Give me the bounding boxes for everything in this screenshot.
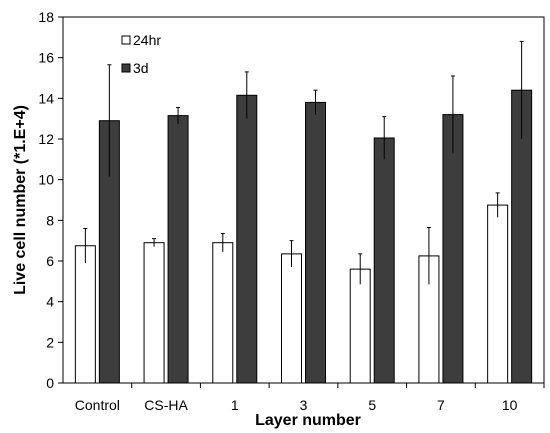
x-tick-label: 1 bbox=[231, 397, 239, 413]
x-tick-label: Control bbox=[75, 397, 120, 413]
y-tick-label: 16 bbox=[38, 50, 54, 66]
bar-3d bbox=[305, 101, 326, 384]
y-tick-label: 10 bbox=[38, 172, 54, 188]
y-tick-label: 8 bbox=[46, 212, 54, 228]
bar-24hr bbox=[143, 242, 165, 384]
bar-24hr bbox=[349, 268, 371, 384]
y-tick-label: 2 bbox=[46, 334, 54, 350]
bar-24hr bbox=[487, 204, 509, 384]
y-tick-label: 0 bbox=[46, 375, 54, 391]
bar-3d bbox=[373, 137, 395, 384]
bar-3d bbox=[442, 114, 464, 384]
x-tick-label: 10 bbox=[502, 397, 518, 413]
legend: 24hr 3d bbox=[121, 32, 161, 76]
bar-3d bbox=[167, 115, 189, 384]
y-tick-label: 18 bbox=[38, 9, 54, 25]
legend-label: 3d bbox=[133, 60, 149, 76]
x-tick-label: 3 bbox=[300, 397, 308, 413]
x-tick-label: CS-HA bbox=[144, 397, 188, 413]
legend-label: 24hr bbox=[133, 32, 161, 48]
plot-frame bbox=[62, 16, 545, 384]
legend-swatch bbox=[121, 63, 131, 73]
x-axis-title: Layer number bbox=[255, 412, 361, 429]
y-tick-label: 4 bbox=[46, 294, 54, 310]
x-tick-label: 7 bbox=[437, 397, 445, 413]
y-axis-title: Live cell number (*1.E+4) bbox=[12, 105, 29, 295]
y-axis: 0 2 4 6 8 10 12 14 16 18 bbox=[38, 9, 63, 391]
y-tick-label: 14 bbox=[38, 90, 54, 106]
plot-area bbox=[62, 16, 545, 384]
y-tick-label: 6 bbox=[46, 253, 54, 269]
bar-24hr bbox=[212, 242, 234, 384]
bar-3d bbox=[236, 94, 258, 384]
y-tick-label: 12 bbox=[38, 131, 54, 147]
bar-24hr bbox=[281, 253, 302, 384]
legend-swatch bbox=[121, 35, 131, 45]
bar-24hr bbox=[74, 245, 96, 384]
x-tick-label: 5 bbox=[368, 397, 376, 413]
x-axis: Control CS-HA 1 3 5 7 10 bbox=[75, 383, 545, 413]
